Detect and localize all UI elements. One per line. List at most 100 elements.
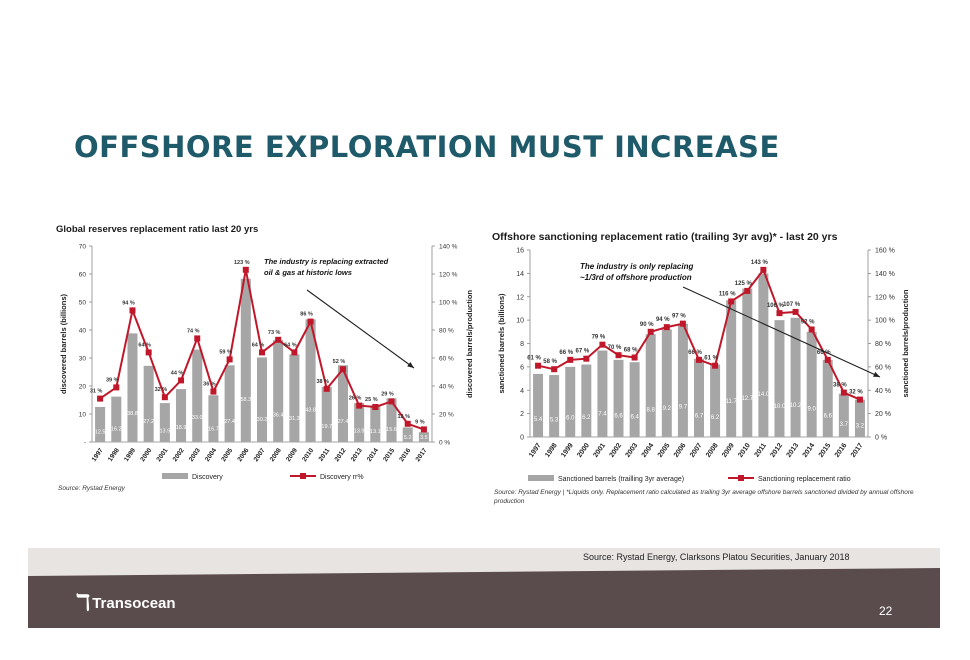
bar — [645, 334, 656, 437]
category-label: 2015 — [382, 447, 396, 463]
ratio-value-label: 61 % — [527, 356, 541, 362]
category-label: 2008 — [269, 447, 283, 463]
ratio-value-label: 13 % — [397, 414, 410, 420]
category-label: 2003 — [625, 442, 640, 459]
bar — [402, 427, 413, 442]
y2-tick-label: 40 % — [439, 384, 454, 391]
ratio-value-label: 79 % — [592, 335, 606, 341]
ratio-value-label: 92 % — [801, 319, 815, 325]
y2-tick-label: 100 % — [439, 300, 458, 307]
category-label: 2013 — [350, 447, 364, 463]
ratio-value-label: 36 % — [203, 382, 216, 388]
bar — [710, 364, 721, 437]
ratio-point — [129, 307, 136, 314]
bar-value-label: 43.8 — [305, 407, 316, 413]
bar-value-label: 11.7 — [726, 399, 738, 405]
bar-value-label: 9.0 — [807, 407, 816, 413]
ratio-point — [679, 320, 686, 327]
ratio-point — [339, 366, 346, 373]
ratio-value-label: 74 % — [187, 328, 200, 334]
bar — [354, 403, 365, 442]
category-label: 2017 — [415, 447, 429, 463]
ratio-point — [388, 398, 395, 405]
bar — [822, 359, 833, 437]
category-label: 2016 — [834, 442, 849, 459]
ratio-point — [145, 349, 152, 356]
ratio-value-label: 61 % — [704, 356, 718, 362]
reserves-replacement-chart: Global reserves replacement ratio last 2… — [52, 220, 474, 500]
bar — [240, 278, 251, 442]
ratio-value-label: 106 % — [767, 303, 785, 309]
ratio-value-label: 123 % — [234, 260, 250, 266]
ratio-value-label: 52 % — [333, 359, 346, 365]
chart-annotation: The industry is replacing extracted oil &… — [264, 257, 389, 277]
bar — [565, 366, 576, 437]
category-label: 2013 — [786, 442, 801, 459]
ratio-point — [291, 349, 298, 356]
category-label: 2010 — [301, 447, 315, 463]
category-label: 1998 — [544, 442, 559, 459]
bar-value-label: 5.2 — [404, 435, 412, 441]
category-label: 2010 — [737, 442, 752, 459]
y-tick-label: 50 — [79, 300, 87, 307]
ratio-value-label: 64 % — [284, 342, 297, 348]
y2-tick-label: 40 % — [875, 388, 891, 395]
y-tick-label: 20 — [79, 384, 87, 391]
y2-tick-label: 100 % — [875, 318, 895, 325]
bar-value-label: 9.2 — [663, 406, 672, 412]
bar-value-label: 27.4 — [338, 419, 349, 425]
bar-value-label: 13.9 — [354, 428, 365, 434]
ratio-point — [242, 266, 249, 273]
ratio-point — [161, 394, 168, 401]
ratio-point — [275, 336, 282, 343]
page-number: 22 — [879, 604, 893, 618]
ratio-value-label: 97 % — [672, 314, 686, 320]
bar — [370, 405, 381, 442]
ratio-value-label: 90 % — [640, 322, 654, 328]
y-tick-label: 12 — [516, 294, 524, 301]
ratio-point — [372, 404, 379, 410]
y2-tick-label: 120 % — [439, 272, 458, 279]
legend-bar-swatch — [162, 473, 188, 479]
y-tick-label: 2 — [520, 411, 524, 418]
ratio-point — [808, 326, 815, 333]
category-label: 2012 — [334, 447, 348, 463]
ratio-point — [760, 266, 767, 273]
category-label: 2002 — [172, 447, 186, 463]
bar-value-label: 31.3 — [289, 416, 300, 422]
y-tick-label: 16 — [516, 248, 524, 255]
y-tick-label: 8 — [520, 341, 524, 348]
chart-title: Global reserves replacement ratio last 2… — [56, 224, 259, 235]
ratio-value-label: 66 % — [688, 350, 702, 356]
category-label: 2011 — [318, 447, 332, 463]
y2-tick-label: 80 % — [439, 328, 454, 335]
chart-source-note: Source: Rystad Energy — [58, 485, 125, 492]
trend-arrow-head — [407, 361, 414, 368]
bar-value-label: 5.3 — [550, 418, 559, 424]
ratio-point — [824, 356, 831, 363]
bar-value-label: 12.5 — [95, 429, 106, 435]
ratio-point — [178, 377, 185, 384]
bar — [192, 349, 203, 442]
ratio-point — [712, 362, 719, 369]
y2-tick-label: 60 % — [439, 356, 454, 363]
trend-arrow — [306, 289, 415, 369]
category-label: 2005 — [220, 447, 234, 463]
bar — [726, 300, 737, 437]
bar-value-label: 13.1 — [370, 429, 381, 435]
ratio-value-label: 70 % — [608, 345, 622, 351]
bar — [418, 432, 429, 442]
bar-value-label: 5.4 — [534, 417, 543, 423]
category-label: 2001 — [592, 442, 607, 459]
bar-value-label: 15.6 — [386, 427, 397, 433]
ratio-value-label: 39 % — [106, 377, 119, 383]
ratio-point — [551, 366, 558, 373]
bar-value-label: 58.3 — [240, 397, 251, 403]
ratio-value-label: 66 % — [559, 350, 573, 356]
y2-tick-label: 20 % — [439, 412, 454, 419]
ratio-value-label: 25 % — [365, 397, 378, 403]
bar — [790, 317, 801, 437]
ratio-value-label: 94 % — [656, 317, 670, 323]
bar — [273, 340, 284, 442]
ratio-point — [567, 356, 574, 363]
